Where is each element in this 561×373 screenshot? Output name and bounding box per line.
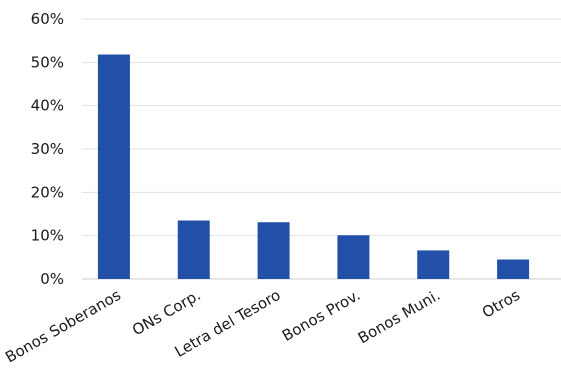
y-tick-label: 60% [31, 10, 64, 28]
x-tick-label: Bonos Muni. [355, 286, 443, 347]
bar [97, 54, 130, 280]
x-tick-label: Bonos Soberanos [2, 286, 124, 367]
x-tick-label: Bonos Prov. [279, 286, 363, 345]
bar [337, 235, 370, 279]
y-tick-label: 20% [31, 183, 64, 201]
bar [417, 250, 450, 279]
y-tick-label: 0% [40, 270, 64, 288]
y-tick-label: 50% [31, 53, 64, 71]
y-tick-label: 30% [31, 140, 64, 158]
bar [257, 222, 290, 279]
y-tick-label: 40% [31, 97, 64, 115]
x-axis-tick-labels: Bonos Soberanos ONs Corp.Letra del Tesoro… [2, 286, 523, 367]
x-tick-label: Otros [479, 286, 523, 322]
y-axis-tick-labels: 0% 10% 20% 30% 40% 50% 60% [31, 10, 64, 288]
gridlines [82, 18, 561, 280]
bar [497, 259, 530, 279]
y-tick-label: 10% [31, 227, 64, 245]
x-tick-label: ONs Corp. [129, 286, 204, 339]
bar [177, 220, 210, 279]
bars [97, 54, 530, 280]
